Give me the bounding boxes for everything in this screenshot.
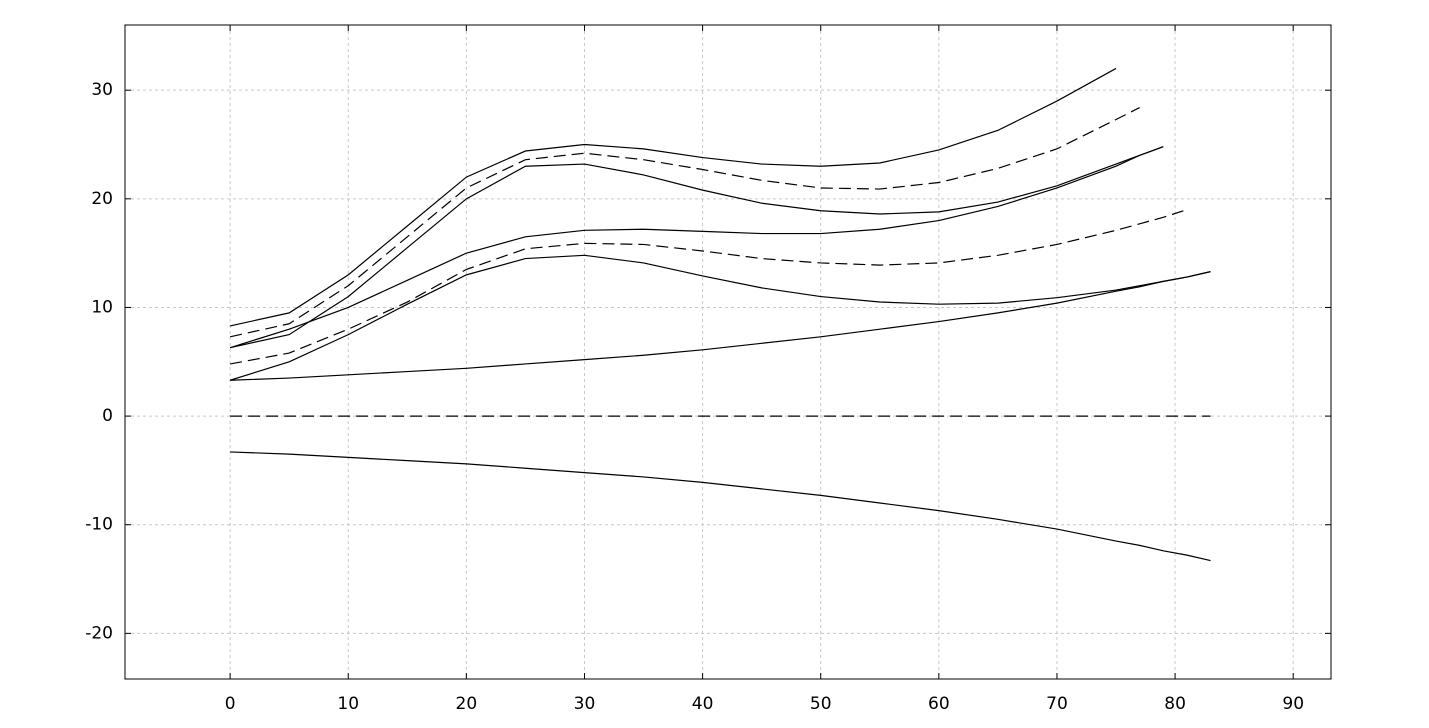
x-tick-label: 20 (456, 694, 478, 714)
line-series (230, 209, 1188, 365)
line-series (229, 146, 1164, 349)
y-tick-label: 0 (102, 406, 113, 426)
line-series (230, 271, 1211, 381)
plot-frame (124, 24, 1332, 680)
y-tick-label: 20 (91, 189, 113, 209)
x-tick-label: 40 (692, 694, 714, 714)
y-tick-label: 30 (91, 80, 113, 100)
y-tick-label: -20 (85, 623, 113, 643)
x-tick-label: 60 (928, 694, 950, 714)
line-series (230, 146, 1164, 349)
y-tick-label: -10 (85, 515, 113, 535)
line-series (229, 254, 1211, 381)
x-tick-label: 30 (574, 694, 596, 714)
x-tick-label: 10 (337, 694, 359, 714)
line-series (230, 107, 1140, 338)
line-series (230, 451, 1211, 562)
x-tick-label: 50 (810, 694, 832, 714)
x-tick-label: 0 (225, 694, 236, 714)
y-tick-label: 10 (91, 297, 113, 317)
x-tick-label: 70 (1046, 694, 1068, 714)
x-tick-label: 90 (1282, 694, 1304, 714)
line-series (230, 67, 1117, 327)
x-tick-label: 80 (1164, 694, 1186, 714)
